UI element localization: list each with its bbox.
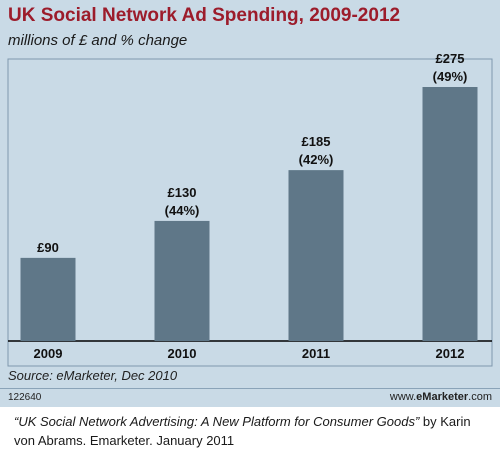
- plot-background: [7, 58, 493, 367]
- x-tick-labels: 2009 2010 2011 2012: [34, 346, 465, 361]
- change-label-2012: (49%): [433, 69, 468, 84]
- caption-quote: “UK Social Network Advertising: A New Pl…: [14, 414, 420, 429]
- plot-area: £90£130(44%)£185(42%)£275(49%) 2009 2010 2…: [7, 51, 493, 367]
- brand-name: eMarketer: [416, 391, 469, 403]
- brand-link[interactable]: www.eMarketer.com: [390, 391, 492, 403]
- bar-2009: [20, 257, 76, 341]
- x-tick-label-2010: 2010: [168, 346, 197, 361]
- bar-2010: [154, 220, 210, 341]
- value-label-2010: £130: [168, 185, 197, 200]
- bars: [20, 87, 478, 341]
- value-label-2009: £90: [37, 240, 59, 255]
- x-tick-label-2011: 2011: [302, 346, 330, 361]
- chart-title: UK Social Network Ad Spending, 2009-2012: [8, 5, 401, 26]
- value-label-2011: £185: [302, 134, 331, 149]
- footer-strip: 122640 www.eMarketer.com: [0, 388, 500, 407]
- change-label-2011: (42%): [299, 152, 334, 167]
- x-tick-label-2012: 2012: [436, 346, 465, 361]
- change-label-2010: (44%): [165, 203, 200, 218]
- bar-labels: £90 £130 (44%) £185 (42%) £275 (49%): [37, 51, 467, 255]
- brand-prefix: www.: [389, 391, 417, 403]
- chart-id: 122640: [8, 392, 42, 403]
- brand-suffix: .com: [468, 391, 492, 403]
- value-label-2012: £275: [436, 51, 465, 66]
- bar-2012: [422, 87, 478, 341]
- source-note: Source: eMarketer, Dec 2010: [8, 368, 178, 383]
- bar-2011: [288, 170, 344, 341]
- chart-subtitle: millions of £ and % change: [8, 32, 188, 49]
- caption-rest: by Karin von Abrams. Emarketer. January …: [14, 414, 471, 448]
- chart-panel: UK Social Network Ad Spending, 2009-2012…: [0, 0, 500, 407]
- x-tick-label-2009: 2009: [34, 346, 63, 361]
- caption: “UK Social Network Advertising: A New Pl…: [14, 412, 490, 450]
